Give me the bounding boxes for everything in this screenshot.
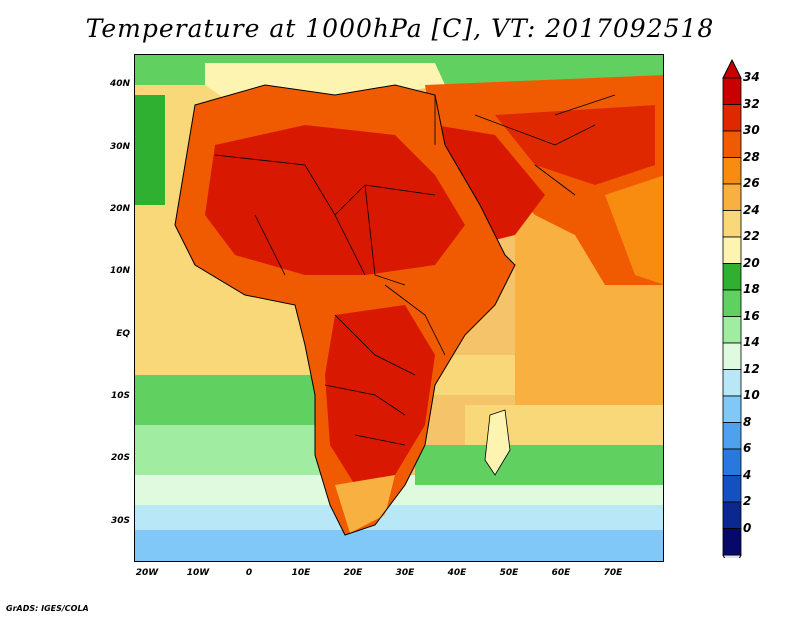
lat-label: EQ xyxy=(116,329,130,339)
lon-label: 30E xyxy=(395,568,415,578)
colorbar-swatch xyxy=(722,236,742,264)
colorbar-swatch xyxy=(722,501,742,529)
colorbar-label: 6 xyxy=(743,441,752,455)
south-tip xyxy=(335,475,395,533)
lon-label: 0 xyxy=(245,568,253,578)
map-panel xyxy=(134,54,664,562)
madagascar xyxy=(485,410,510,475)
colorbar-label: 8 xyxy=(743,414,752,429)
colorbar-label: 2 xyxy=(743,494,752,508)
lat-label: 30N xyxy=(109,142,130,152)
colorbar-swatch xyxy=(722,316,742,344)
lon-label: 40E xyxy=(447,568,467,578)
country-borders xyxy=(214,94,616,446)
colorbar-min-arrow xyxy=(722,554,742,558)
sahara-hot xyxy=(205,125,465,275)
colorbar-max-arrow xyxy=(722,58,742,79)
colorbar-swatch xyxy=(722,369,742,397)
colorbar-swatch xyxy=(722,263,742,291)
colorbar-swatch xyxy=(722,448,742,476)
colorbar-label: 20 xyxy=(743,255,760,270)
southern-africa-hot xyxy=(325,305,435,485)
colorbar-swatch xyxy=(722,210,742,238)
lat-label: 20N xyxy=(109,204,130,214)
temperature-field-map xyxy=(135,55,663,561)
lon-label: 70E xyxy=(603,568,623,578)
lon-label: 20E xyxy=(343,568,363,578)
colorbar-swatch xyxy=(722,422,742,450)
colorbar-swatch xyxy=(722,157,742,185)
colorbar-swatch xyxy=(722,475,742,503)
lon-label: 50E xyxy=(499,568,519,578)
lon-label: 60E xyxy=(551,568,571,578)
colorbar-label: 0 xyxy=(743,520,752,535)
chart-title: Temperature at 1000hPa [C], VT: 20170925… xyxy=(85,14,715,43)
arabian-hot xyxy=(435,125,545,245)
lon-label: 10E xyxy=(291,568,311,578)
colorbar-label: 12 xyxy=(743,361,760,376)
colorbar-label: 24 xyxy=(743,202,760,217)
credit-text: GrADS: IGES/COLA xyxy=(6,604,89,613)
colorbar-label: 26 xyxy=(743,176,760,190)
ocean-west-green xyxy=(135,95,165,205)
colorbar-label: 32 xyxy=(743,96,760,111)
colorbar-swatch xyxy=(722,342,742,370)
colorbar-label: 10 xyxy=(743,388,760,402)
africa-coastline xyxy=(174,84,516,536)
colorbar-swatch xyxy=(722,528,742,556)
colorbar-label: 14 xyxy=(743,335,760,349)
ocean-south-band-blue xyxy=(135,530,663,561)
lat-label: 30S xyxy=(110,516,130,526)
colorbar xyxy=(722,58,742,558)
lat-label: 10N xyxy=(109,266,130,276)
ocean-indian-green xyxy=(415,445,663,485)
lon-label: 10W xyxy=(186,568,210,578)
india xyxy=(605,175,663,285)
colorbar-label: 18 xyxy=(743,282,760,296)
colorbar-swatch xyxy=(722,289,742,317)
colorbar-swatch xyxy=(722,183,742,211)
colorbar-swatch xyxy=(722,395,742,423)
colorbar-label: 4 xyxy=(743,467,752,482)
lat-label: 20S xyxy=(110,453,130,463)
colorbar-label: 34 xyxy=(743,70,760,84)
colorbar-swatch xyxy=(722,104,742,132)
colorbar-label: 30 xyxy=(743,123,760,137)
colorbar-swatch xyxy=(722,130,742,158)
madagascar-outline xyxy=(484,409,511,476)
colorbar-label: 22 xyxy=(743,229,760,243)
colorbar-label: 28 xyxy=(743,149,760,164)
lat-label: 10S xyxy=(110,391,130,401)
colorbar-swatch xyxy=(722,77,742,105)
lon-label: 20W xyxy=(135,568,159,578)
lat-label: 40N xyxy=(109,79,130,89)
colorbar-label: 16 xyxy=(743,308,760,323)
